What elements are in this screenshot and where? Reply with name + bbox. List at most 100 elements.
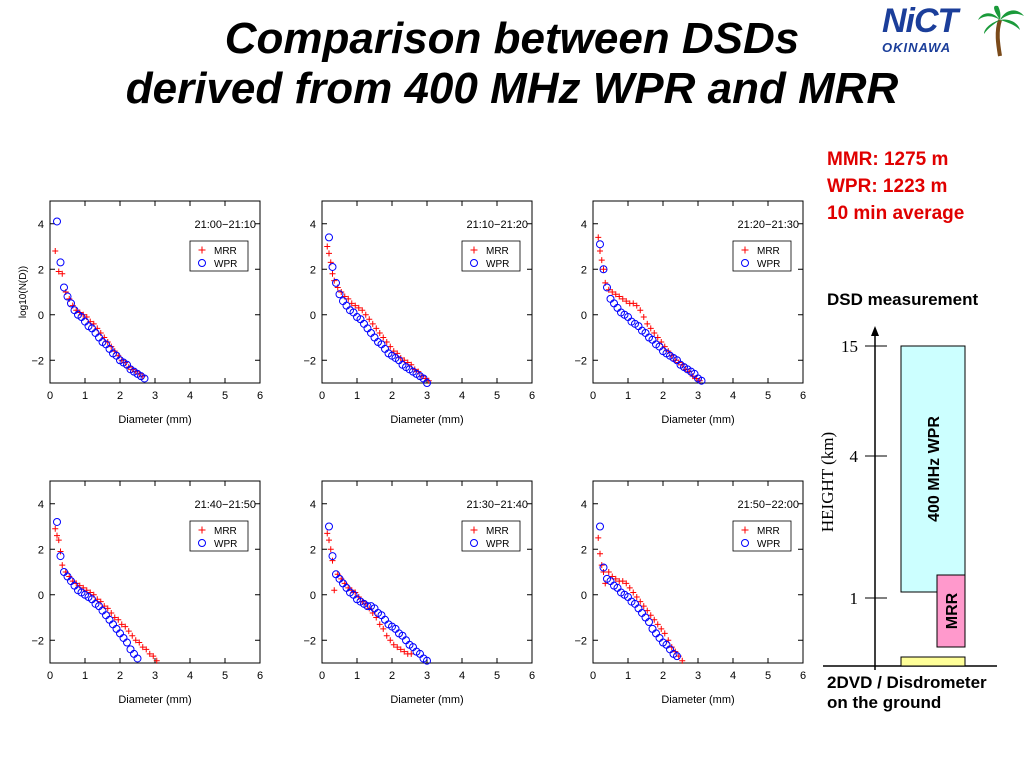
x-tick-label: 0 [590, 390, 596, 402]
mrr-point [640, 314, 647, 321]
mrr-point [362, 311, 369, 318]
dsd-chart-5: 0 1 2 3 4 5 6 4 2 0 −2 Diameter (mm) 21:30−21:40 MRR W… [303, 480, 535, 706]
y-tick-label: 0 [581, 590, 587, 602]
wpr-point [53, 517, 61, 526]
mrr-point [150, 653, 157, 660]
x-tick-label: 6 [800, 390, 806, 402]
wpr-bar-label: 400 MHz WPR [926, 416, 943, 522]
legend-label: WPR [214, 539, 237, 550]
mrr-point [623, 298, 630, 305]
mrr-point [376, 329, 383, 336]
wpr-point [381, 344, 389, 353]
wpr-point [360, 319, 368, 328]
mrr-point [597, 248, 603, 255]
y-tick-label: 2 [38, 264, 44, 276]
mrr-point [619, 578, 626, 585]
wpr-point [370, 333, 379, 342]
mrr-point [644, 320, 651, 327]
x-axis-label: Diameter (mm) [661, 694, 734, 706]
x-axis-label: Diameter (mm) [118, 694, 191, 706]
mrr-point [600, 266, 607, 273]
time-range-label: 21:40−21:50 [195, 499, 256, 511]
wpr-point [342, 301, 351, 310]
dsd-chart-3: 0 1 2 3 4 5 6 4 2 0 −2 Diameter (mm) 21:20−21:30 MRR W… [574, 200, 806, 426]
x-tick-label: 3 [152, 390, 158, 402]
x-tick-label: 5 [222, 390, 228, 402]
legend-marker [741, 246, 749, 254]
mrr-point [637, 307, 644, 314]
wpr-point [634, 604, 643, 613]
wpr-point [423, 379, 431, 387]
wpr-point [381, 615, 389, 624]
legend-marker [198, 259, 206, 267]
mrr-point [122, 623, 129, 630]
time-range-label: 21:10−21:20 [467, 219, 528, 231]
y-tick-label: −2 [303, 355, 316, 367]
mrr-point [390, 641, 397, 648]
tick-1: 1 [850, 589, 859, 608]
wpr-point [606, 294, 615, 303]
legend-marker [470, 526, 478, 534]
wpr-point [645, 618, 653, 627]
wpr-point [63, 292, 72, 301]
wpr-point [596, 240, 604, 249]
wpr-point [56, 552, 65, 561]
wpr-point [402, 636, 410, 645]
height-axis-arrow [871, 326, 879, 336]
x-tick-label: 6 [800, 670, 806, 682]
y-axis-label: log10(N(D)) [18, 266, 29, 318]
title-line-2: derived from 400 MHz WPR and MRR [125, 64, 899, 113]
wpr-point [116, 629, 124, 638]
ground-label-line-1: 2DVD / Disdrometer [827, 673, 987, 692]
wpr-point [599, 563, 608, 572]
mrr-point [326, 250, 332, 257]
y-tick-label: −2 [574, 635, 587, 647]
mrr-point [136, 639, 143, 646]
wpr-point [613, 303, 622, 312]
x-tick-label: 4 [730, 390, 736, 402]
y-tick-label: 4 [581, 499, 587, 511]
dsd-measurement-title: DSD measurement [827, 290, 979, 309]
x-axis-label: Diameter (mm) [118, 414, 191, 426]
palm-tree-icon [978, 5, 1024, 57]
logo-text: NiCT [882, 2, 958, 40]
x-tick-label: 2 [117, 670, 123, 682]
mrr-point [387, 637, 394, 644]
wpr-point [652, 629, 660, 638]
wpr-point [655, 633, 664, 642]
ground-instrument-bar [900, 656, 966, 667]
dsd-chart-2: 0 1 2 3 4 5 6 4 2 0 −2 Diameter (mm) 21:10−21:20 MRR W… [303, 200, 535, 426]
mrr-point [651, 329, 658, 336]
y-tick-label: 4 [310, 219, 316, 231]
mrr-point [327, 546, 334, 553]
legend-label: MRR [214, 246, 237, 257]
mrr-point [132, 637, 139, 644]
x-tick-label: 0 [47, 390, 53, 402]
mrr-point [366, 316, 373, 323]
mrr-point [600, 569, 607, 575]
wpr-point [641, 613, 650, 622]
x-axis-label: Diameter (mm) [661, 414, 734, 426]
mrr-point [66, 295, 73, 302]
legend-label: MRR [757, 526, 780, 537]
mrr-point [626, 584, 633, 591]
x-tick-label: 1 [625, 670, 631, 682]
legend-label: WPR [757, 539, 780, 550]
mrr-point [125, 364, 132, 371]
x-tick-label: 2 [117, 390, 123, 402]
x-tick-label: 4 [730, 670, 736, 682]
y-tick-label: 0 [38, 310, 44, 322]
y-tick-label: 4 [581, 219, 587, 231]
mrr-point [633, 594, 640, 601]
tick-4: 4 [850, 447, 859, 466]
mrr-point [329, 557, 336, 564]
wpr-point [335, 290, 344, 299]
nict-okinawa-logo: NiCT OKINAWA [872, 2, 1024, 58]
wpr-point [130, 649, 138, 658]
legend-marker [470, 259, 478, 267]
mrr-point [647, 325, 654, 332]
x-tick-label: 1 [354, 390, 360, 402]
mrr-point [57, 548, 64, 555]
mrr-point [69, 302, 76, 309]
mrr-point [616, 293, 623, 300]
